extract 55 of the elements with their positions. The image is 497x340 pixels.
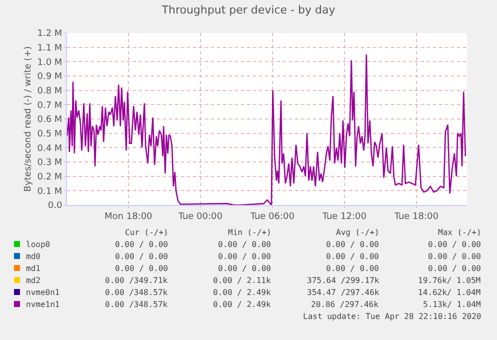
y-tick-label: 0.1 M (37, 186, 62, 197)
y-axis-title: Bytes/second read (-) / write (+) (24, 46, 34, 192)
y-tick-label: 0.9 M (37, 72, 62, 82)
text: 0.00 /348.57k (105, 288, 168, 297)
text: 0.00 / 0.00 (115, 252, 168, 261)
y-tick-label: 0.8 M (37, 86, 62, 96)
text: 354.47 /297.46k (307, 288, 380, 297)
y-tick-label: 1.2 M (37, 29, 62, 40)
text: Max (-/+) (438, 228, 482, 237)
y-tick-label: 0.0 (48, 201, 62, 212)
x-tick-label: Tue 18:00 (393, 212, 439, 222)
text: 0.00 / 0.00 (218, 264, 272, 273)
legend-label: md2 (26, 276, 41, 285)
text: 0.00 /349.71k (105, 276, 168, 285)
x-tick-label: Tue 12:00 (321, 212, 367, 222)
text: 0.00 / 0.00 (428, 252, 482, 261)
text: Cur (-/+) (125, 228, 168, 237)
text: 0.00 / 0.00 (326, 252, 380, 261)
legend-label: loop0 (26, 240, 50, 249)
x-tick-label: Mon 18:00 (104, 212, 153, 222)
y-tick-label: 0.3 M (37, 158, 62, 168)
legend-label: nvme1n1 (26, 300, 60, 309)
text: 0.00 / 0.00 (218, 240, 272, 249)
y-tick-label: 0.5 M (37, 129, 62, 140)
y-tick-label: 0.4 M (37, 144, 62, 154)
y-tick-label: 1.1 M (37, 43, 62, 54)
y-tick-label: 0.6 M (37, 115, 62, 126)
text: 0.00 / 2.11k (213, 276, 271, 285)
y-tick-label: 0.7 M (37, 100, 62, 111)
text: 19.76k/ 1.05M (418, 276, 481, 285)
text: 0.00 / 0.00 (115, 240, 168, 249)
text: Avg (-/+) (336, 228, 380, 237)
y-tick-label: 1.0 M (37, 58, 62, 68)
text: 0.00 / 0.00 (115, 264, 168, 273)
text: 0.00 / 2.49k (213, 300, 271, 309)
text: Last update: Tue Apr 28 22:10:16 2020 (303, 312, 482, 321)
text: Min (-/+) (228, 228, 272, 237)
x-tick-label: Tue 00:00 (177, 212, 223, 222)
legend-label: nvme0n1 (26, 288, 60, 297)
legend-label: md0 (26, 252, 41, 261)
text: 0.00 / 0.00 (428, 240, 482, 249)
text: 375.64 /299.17k (307, 276, 380, 285)
legend-label: md1 (26, 264, 41, 273)
x-tick-label: Tue 06:00 (249, 212, 295, 222)
text: 0.00 / 0.00 (218, 252, 272, 261)
chart-title: Throughput per device - by day (160, 4, 336, 17)
y-tick-label: 0.2 M (37, 172, 62, 182)
text: 0.00 / 0.00 (428, 264, 482, 273)
text: 0.00 /348.57k (105, 300, 168, 309)
text: 0.00 / 0.00 (326, 264, 380, 273)
text: 20.86 /297.46k (311, 300, 379, 309)
text: 0.00 / 2.49k (213, 288, 271, 297)
text: 14.62k/ 1.04M (418, 288, 481, 297)
text: 0.00 / 0.00 (326, 240, 380, 249)
text: 5.13k/ 1.04M (423, 300, 481, 309)
